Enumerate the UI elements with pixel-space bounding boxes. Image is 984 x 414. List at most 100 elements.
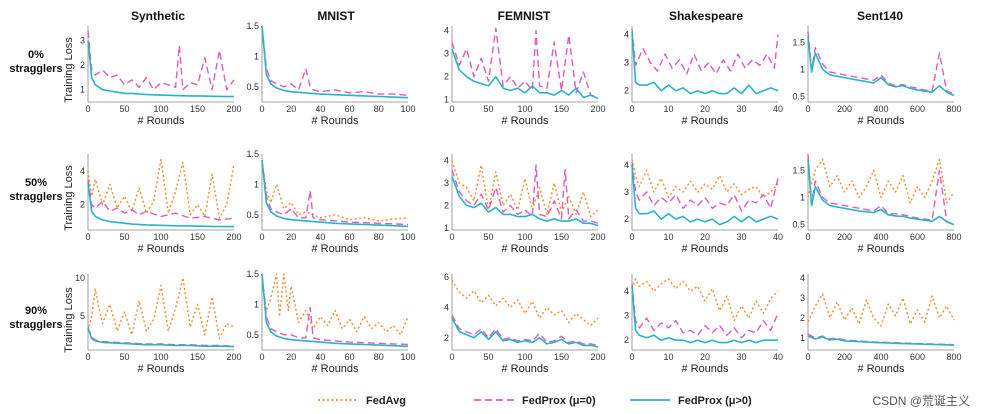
- x-tick-label: 100: [517, 232, 532, 242]
- y-tick-label: 2: [624, 214, 629, 224]
- row-label-top: 0%: [28, 49, 44, 61]
- x-tick-label: 150: [554, 104, 569, 114]
- series-line-fedprox-mupos: [631, 164, 779, 226]
- x-tick-label: 10: [663, 352, 673, 362]
- y-tick-label: 1: [254, 51, 259, 61]
- y-tick-label: 6: [444, 272, 449, 282]
- x-tick-label: 0: [449, 232, 454, 242]
- x-tick-label: 400: [873, 232, 888, 242]
- y-tick-label: 0.5: [246, 210, 259, 220]
- y-tick-label: 2: [800, 313, 805, 323]
- y-tick-label: 3: [444, 178, 449, 188]
- x-tick-label: 0: [85, 352, 90, 362]
- y-tick-label: 2: [444, 72, 449, 82]
- x-tick-label: 0: [259, 352, 264, 362]
- chart-panel-femnist-row1: 0 50 100 150 200 1 2 3 4 # Rounds: [444, 154, 606, 255]
- y-tick-label: 2: [444, 200, 449, 210]
- chart-panel-sent140-row0: 0 200 400 600 800 0.5 1 1.5 # Rounds: [792, 26, 962, 127]
- x-axis-label: # Rounds: [857, 115, 905, 127]
- x-tick-label: 0: [629, 104, 634, 114]
- x-tick-label: 40: [315, 232, 325, 242]
- x-tick-label: 150: [190, 232, 205, 242]
- series-line-fedavg: [87, 277, 235, 340]
- x-axis-label: # Rounds: [137, 243, 185, 255]
- y-tick-label: 1: [444, 223, 449, 233]
- x-tick-label: 40: [773, 104, 783, 114]
- y-tick-label: 1: [800, 64, 805, 74]
- series-line-fedprox-mupos: [87, 182, 234, 228]
- x-axis-label: # Rounds: [681, 243, 729, 255]
- x-tick-label: 50: [483, 352, 493, 362]
- x-tick-label: 200: [837, 352, 852, 362]
- x-tick-label: 0: [805, 104, 810, 114]
- series-line-fedprox-mu0: [631, 283, 779, 339]
- legend-label: FedAvg: [366, 395, 406, 407]
- series-line-fedprox-mu0: [807, 153, 955, 226]
- x-tick-label: 200: [837, 232, 852, 242]
- y-tick-label: 4: [624, 29, 629, 39]
- x-tick-label: 100: [400, 232, 415, 242]
- x-tick-label: 20: [286, 232, 296, 242]
- x-tick-label: 200: [590, 352, 605, 362]
- x-tick-label: 80: [374, 104, 384, 114]
- y-tick-label: 2: [80, 60, 85, 70]
- series-line-fedprox-mupos: [261, 25, 409, 99]
- y-tick-label: 4: [624, 160, 629, 170]
- series-line-fedprox-mu0: [261, 160, 409, 226]
- y-tick-label: 0.5: [792, 220, 805, 230]
- x-tick-label: 50: [119, 352, 129, 362]
- y-tick-label: 3: [624, 187, 629, 197]
- series-line-fedprox-mu0: [631, 162, 779, 212]
- y-tick-label: 5: [80, 311, 85, 321]
- x-tick-label: 100: [517, 352, 532, 362]
- y-tick-label: 4: [624, 286, 629, 296]
- x-tick-label: 400: [873, 352, 888, 362]
- x-tick-label: 60: [345, 352, 355, 362]
- y-tick-label: 1.5: [246, 269, 259, 279]
- x-tick-label: 40: [773, 352, 783, 362]
- y-tick-label: 3: [624, 311, 629, 321]
- y-tick-label: 1: [254, 299, 259, 309]
- x-tick-label: 30: [736, 352, 746, 362]
- x-tick-label: 0: [805, 232, 810, 242]
- x-axis-label: # Rounds: [857, 363, 905, 375]
- x-tick-label: 10: [663, 232, 673, 242]
- series-line-fedprox-mupos: [807, 36, 955, 97]
- series-line-fedavg: [87, 158, 235, 219]
- y-tick-label: 4: [444, 156, 449, 166]
- series-line-fedprox-mu0: [87, 179, 235, 221]
- y-tick-label: 1: [254, 179, 259, 189]
- y-tick-label: 4: [444, 26, 449, 36]
- x-tick-label: 400: [873, 104, 888, 114]
- y-tick-label: 1.5: [792, 37, 805, 47]
- row-label-bottom: stragglers: [9, 63, 62, 75]
- chart-panel-femnist-row2: 0 50 100 150 200 2 4 6 # Rounds: [444, 272, 606, 375]
- x-tick-label: 200: [226, 352, 241, 362]
- series-line-fedprox-mupos: [87, 40, 235, 98]
- y-tick-label: 2: [80, 200, 85, 210]
- x-tick-label: 20: [286, 104, 296, 114]
- x-tick-label: 20: [700, 232, 710, 242]
- legend-item: FedProx (μ=0): [474, 395, 596, 407]
- x-tick-label: 80: [374, 352, 384, 362]
- chart-panel-synthetic-row1: 0 50 100 150 200 2 4 # Rounds: [80, 154, 242, 255]
- x-tick-label: 0: [805, 352, 810, 362]
- y-tick-label: 4: [444, 302, 449, 312]
- x-tick-label: 40: [773, 232, 783, 242]
- x-tick-label: 50: [483, 104, 493, 114]
- series-line-fedprox-mupos: [87, 327, 235, 348]
- series-line-fedprox-mupos: [451, 317, 599, 348]
- x-axis-label: # Rounds: [681, 363, 729, 375]
- series-line-fedavg: [451, 279, 599, 327]
- chart-panel-synthetic-row2: 0 50 100 150 200 5 10 # Rounds: [75, 273, 242, 375]
- series-line-fedavg: [261, 273, 409, 336]
- x-tick-label: 100: [153, 352, 168, 362]
- chart-panel-mnist-row1: 0 20 40 60 80 100 0.5 1 1.5 # Rounds: [246, 149, 415, 255]
- legend-item: FedProx (μ>0): [630, 395, 752, 407]
- x-tick-label: 600: [910, 352, 925, 362]
- series-line-fedavg: [631, 278, 779, 322]
- row-label-bottom: stragglers: [9, 191, 62, 203]
- y-tick-label: 0.5: [246, 82, 259, 92]
- row-label-bottom: stragglers: [9, 319, 62, 331]
- x-tick-label: 50: [119, 104, 129, 114]
